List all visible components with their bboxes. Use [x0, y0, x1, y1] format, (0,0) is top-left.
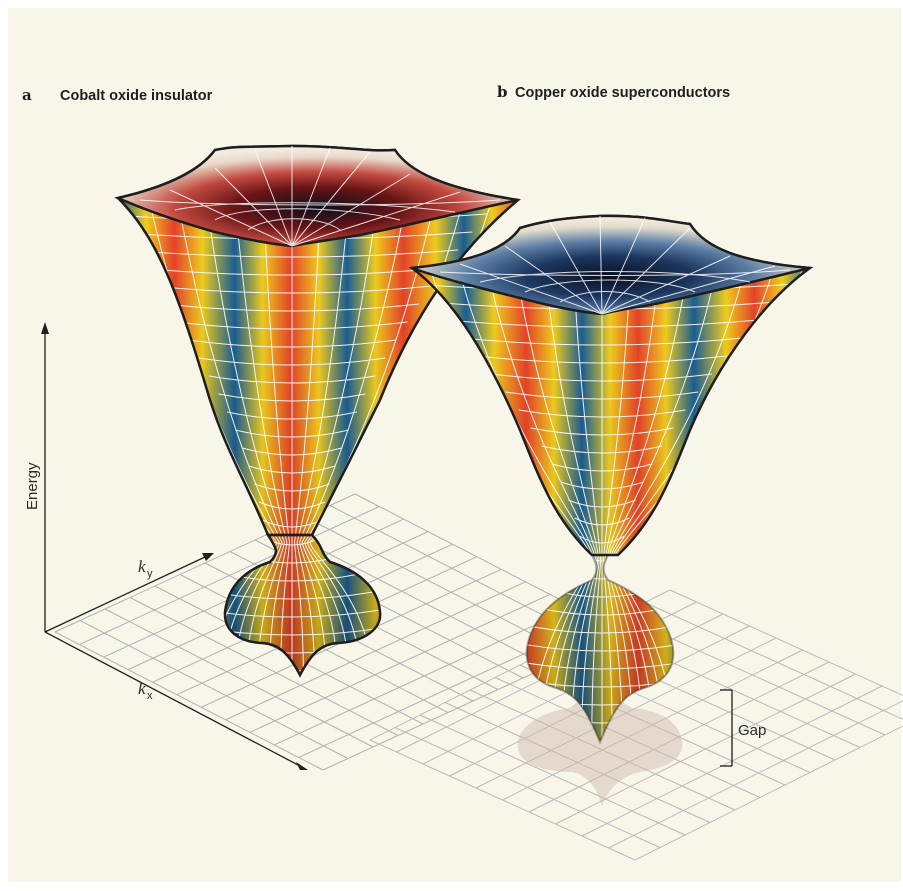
- axes: [41, 322, 308, 770]
- ky-axis-subscript: y: [147, 568, 153, 580]
- panel-a-letter: a: [22, 86, 32, 104]
- panel-b-letter: b: [497, 83, 508, 101]
- band-cone-copper: [410, 214, 812, 743]
- panel-a-title: Cobalt oxide insulator: [60, 88, 213, 104]
- gap-label: Gap: [738, 722, 766, 739]
- kx-axis-symbol: k: [138, 679, 146, 698]
- energy-axis-label: Energy: [24, 462, 41, 510]
- ky-axis-symbol: k: [138, 557, 146, 576]
- gap-bracket: [720, 689, 733, 767]
- gap-shadow: [517, 690, 683, 806]
- kx-axis-subscript: x: [147, 690, 153, 702]
- cone-mouth-b: [411, 214, 811, 316]
- panel-b-title: Copper oxide superconductors: [515, 85, 730, 101]
- figure-panel: [8, 8, 901, 882]
